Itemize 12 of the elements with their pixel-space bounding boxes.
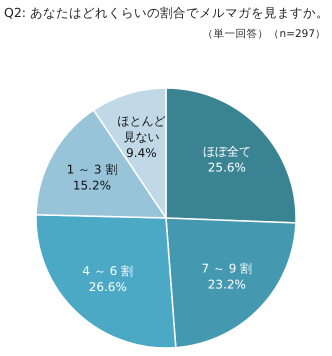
- data-label: 23.2%: [208, 278, 246, 292]
- data-label: 25.6%: [208, 160, 246, 174]
- slice-label: ほとんど見ない: [117, 114, 166, 144]
- slice-label: 7 ～ 9 割: [202, 262, 252, 276]
- chart-subtitle: （単一回答）（n=297）: [202, 28, 326, 40]
- data-label: 15.2%: [72, 178, 112, 192]
- chart-title: Q2: あなたはどれくらいの割合でメルマガを見ますか。: [4, 5, 329, 20]
- slice-label: 4 ～ 6 割: [82, 264, 134, 278]
- data-label: 9.4%: [126, 146, 157, 160]
- slice-label: ほぼ全て: [202, 144, 251, 158]
- slice-label: 1 ～ 3 割: [66, 162, 118, 176]
- data-label: 26.6%: [88, 280, 127, 294]
